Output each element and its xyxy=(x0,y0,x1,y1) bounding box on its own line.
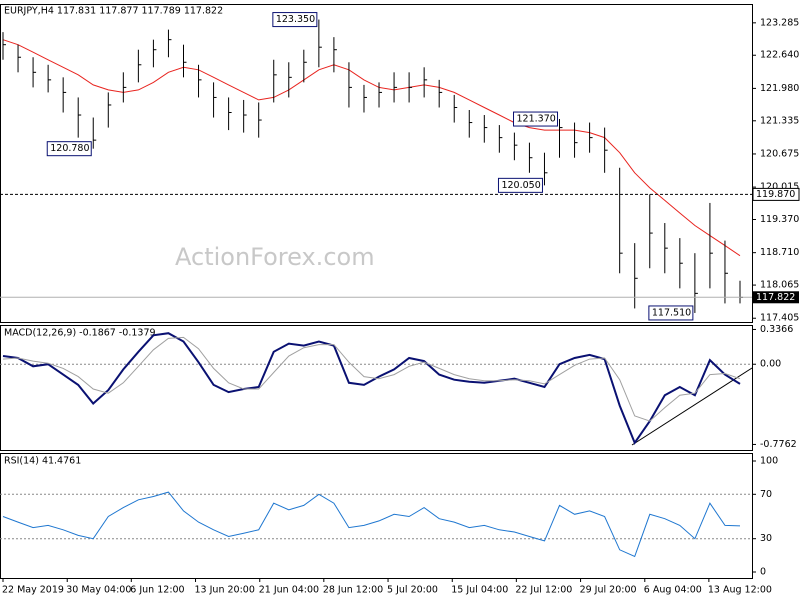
y-tick-label: 30 xyxy=(760,533,772,544)
price-annotation-box xyxy=(272,12,318,28)
price-annotation-box xyxy=(648,305,694,321)
level-label: 119.870 xyxy=(756,189,795,200)
y-tick-label: 122.640 xyxy=(760,50,799,61)
y-tick-label: 118.710 xyxy=(760,247,799,258)
x-tick-label: 22 May 2019 xyxy=(2,585,64,596)
y-tick-label: 119.370 xyxy=(760,214,799,225)
price-annotation-box xyxy=(497,177,543,193)
price-annotation-box xyxy=(513,111,559,127)
y-tick-label: 118.065 xyxy=(760,280,799,291)
y-tick-label: 123.285 xyxy=(760,17,799,28)
x-tick-label: 15 Jul 04:00 xyxy=(451,585,508,596)
last-price-label: 117.822 xyxy=(756,292,795,303)
x-tick-label: 13 Jun 20:00 xyxy=(195,585,255,596)
y-tick-label: 100 xyxy=(760,455,778,466)
last-price-box xyxy=(753,291,799,304)
macd-title: MACD(12,26,9) -0.1867 -0.1379 xyxy=(4,328,156,339)
x-tick-label: 5 Jul 20:00 xyxy=(387,585,438,596)
rsi-title: RSI(14) 41.4761 xyxy=(4,456,81,467)
y-tick-label: 120.675 xyxy=(760,148,799,159)
y-tick-label: 0.3366 xyxy=(760,324,793,335)
y-tick-label: 121.335 xyxy=(760,115,799,126)
x-tick-label: 30 May 04:00 xyxy=(66,585,131,596)
price-annotation-box xyxy=(46,141,92,157)
price-annotation: 117.510 xyxy=(652,307,691,318)
trend-line xyxy=(631,367,753,446)
y-tick-label: 121.980 xyxy=(760,83,799,94)
x-tick-label: 22 Jul 12:00 xyxy=(515,585,572,596)
x-tick-label: 21 Jun 04:00 xyxy=(259,585,319,596)
chart-title: EURJPY,H4 117.831 117.877 117.789 117.82… xyxy=(4,6,223,17)
price-annotation: 123.350 xyxy=(276,14,315,25)
price-panel xyxy=(0,4,753,323)
y-tick-label: -0.7762 xyxy=(760,439,797,450)
series-line xyxy=(2,332,741,445)
y-tick-label: 0 xyxy=(760,567,766,578)
y-tick-label: 117.405 xyxy=(760,313,799,324)
series-line xyxy=(2,491,741,558)
watermark: ActionForex.com xyxy=(175,243,375,271)
x-tick-label: 29 Jul 20:00 xyxy=(580,585,637,596)
level-label-box xyxy=(752,187,800,201)
price-annotation: 120.050 xyxy=(501,180,540,191)
price-annotation: 121.370 xyxy=(517,114,556,125)
y-tick-label: 120.015 xyxy=(760,182,799,193)
y-tick-label: 0.00 xyxy=(760,359,781,370)
macd-panel xyxy=(0,325,753,451)
x-tick-label: 13 Aug 12:00 xyxy=(708,585,772,596)
x-tick-label: 6 Aug 04:00 xyxy=(644,585,702,596)
x-tick-label: 28 Jun 12:00 xyxy=(323,585,383,596)
y-tick-label: 70 xyxy=(760,489,772,500)
series-line xyxy=(2,39,741,257)
price-annotation: 120.780 xyxy=(50,143,89,154)
x-tick-label: 6 Jun 12:00 xyxy=(130,585,184,596)
rsi-panel xyxy=(0,453,753,579)
series-line xyxy=(2,336,741,422)
